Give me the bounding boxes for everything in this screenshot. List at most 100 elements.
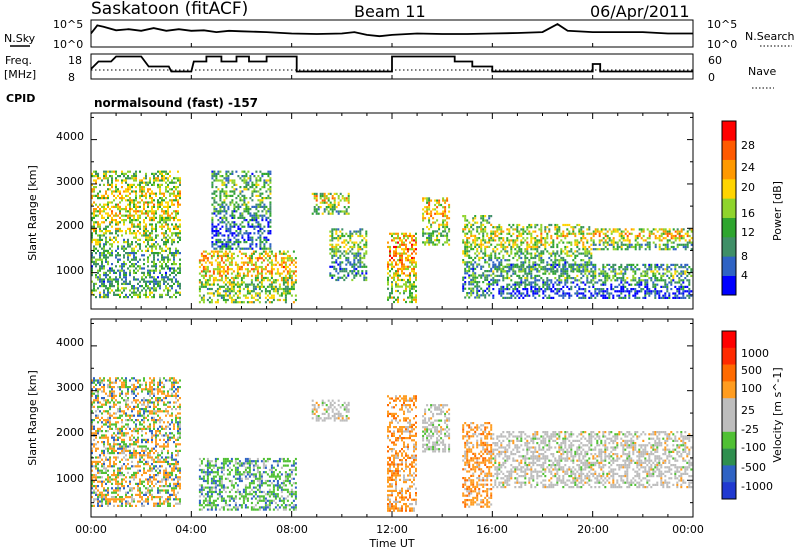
power-cell [261, 232, 264, 235]
power-cell [159, 252, 161, 255]
power-cell [626, 277, 629, 280]
power-cell [391, 285, 393, 288]
power-cell [664, 228, 667, 231]
power-cell [389, 296, 391, 299]
power-cell [413, 261, 415, 264]
power-cell [228, 281, 231, 284]
power-cell [486, 254, 489, 257]
power-cell [115, 177, 117, 180]
power-cell [243, 179, 246, 182]
power-cell [223, 205, 226, 208]
power-cell [276, 290, 279, 293]
power-cell [161, 197, 163, 200]
power-cell [165, 172, 167, 175]
power-cell [211, 175, 214, 178]
power-cell [331, 203, 334, 206]
power-cell [165, 285, 167, 288]
power-cell [225, 219, 228, 222]
power-cell [530, 268, 533, 271]
power-cell [177, 219, 179, 222]
power-cell [255, 194, 258, 197]
power-cell [634, 245, 637, 249]
power-cell [254, 276, 257, 280]
power-cell [155, 280, 157, 283]
power-cell [103, 278, 105, 281]
power-cell [654, 279, 657, 282]
power-cell [580, 228, 583, 231]
power-cell [347, 201, 350, 204]
power-cell [246, 257, 249, 260]
power-cell [606, 248, 609, 251]
power-cell [391, 287, 393, 290]
power-cell [216, 268, 219, 271]
power-cell [200, 281, 203, 284]
power-cell [578, 288, 581, 291]
power-cell [247, 221, 250, 224]
power-cell [656, 283, 659, 286]
power-cell [127, 241, 129, 244]
power-cell [243, 186, 246, 189]
power-cell [227, 221, 230, 224]
power-cell [558, 259, 561, 262]
power-cell [524, 272, 527, 275]
freq-left-tick-bottom: 8 [68, 71, 75, 84]
power-cell [292, 272, 295, 275]
power-cell [530, 252, 533, 255]
power-cell [218, 272, 221, 275]
power-cell [590, 261, 593, 264]
power-cell [506, 266, 509, 269]
power-cell [221, 247, 224, 250]
power-cell [101, 280, 103, 283]
power-cell [241, 175, 244, 178]
power-cell [606, 274, 609, 277]
power-cell [407, 250, 409, 253]
power-cell [580, 259, 583, 262]
power-cell [640, 281, 643, 284]
power-cell [163, 243, 165, 246]
power-cell [391, 267, 393, 271]
power-cell [468, 281, 471, 284]
power-cell [564, 261, 567, 264]
power-cell [145, 293, 147, 296]
power-cell [596, 248, 599, 251]
power-cell [167, 190, 169, 193]
power-cell [618, 272, 621, 275]
power-cell [97, 177, 99, 180]
power-cell [218, 274, 221, 277]
power-cell [476, 265, 479, 268]
power-cell [448, 210, 451, 213]
power-cell [171, 216, 173, 219]
power-cell [359, 274, 362, 277]
power-cell [115, 227, 117, 230]
power-cell [464, 226, 467, 229]
power-cell [254, 257, 257, 260]
power-cell [397, 278, 399, 282]
power-cell [211, 227, 214, 230]
power-cell [290, 283, 293, 286]
power-cell [175, 249, 177, 252]
power-cell [546, 261, 549, 264]
power-cell [254, 294, 257, 297]
power-cell [179, 293, 181, 296]
power-cell [151, 276, 153, 279]
power-cell [530, 232, 533, 235]
power-cell [676, 237, 679, 240]
power-cell [167, 258, 169, 261]
power-cell [157, 252, 159, 255]
power-cell [464, 252, 467, 255]
power-cell [660, 296, 663, 299]
power-cell [530, 274, 533, 277]
power-cell [624, 281, 627, 284]
power-cell [163, 219, 165, 222]
power-cell [616, 285, 619, 288]
power-cell [139, 214, 141, 217]
power-cell [111, 210, 113, 213]
power-cell [105, 177, 107, 180]
power-cell [496, 248, 499, 251]
power-cell [206, 259, 209, 262]
power-cell [147, 181, 149, 184]
power-cell [258, 281, 261, 284]
power-cell [226, 259, 229, 262]
power-cell [153, 265, 155, 268]
power-cell [213, 247, 216, 250]
